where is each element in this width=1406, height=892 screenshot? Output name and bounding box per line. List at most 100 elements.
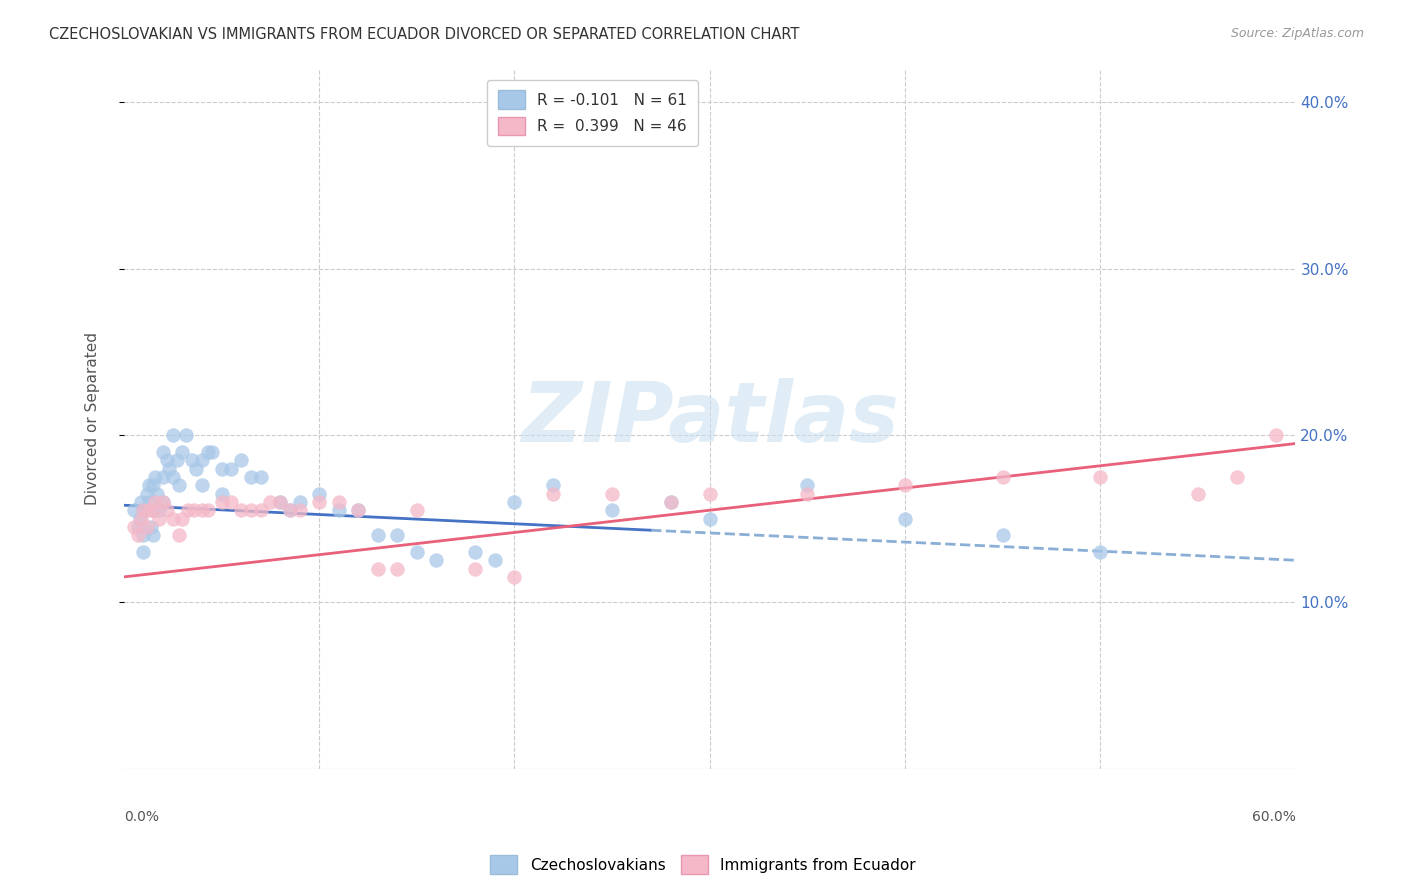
Point bbox=[600, 503, 623, 517]
Point bbox=[464, 561, 486, 575]
Point bbox=[167, 528, 190, 542]
Point bbox=[405, 545, 427, 559]
Point bbox=[162, 428, 184, 442]
Point bbox=[229, 503, 252, 517]
Point bbox=[269, 495, 291, 509]
Point bbox=[367, 561, 389, 575]
Point bbox=[143, 470, 166, 484]
Point bbox=[148, 503, 170, 517]
Point bbox=[387, 528, 409, 542]
Legend: Czechoslovakians, Immigrants from Ecuador: Czechoslovakians, Immigrants from Ecuado… bbox=[484, 849, 922, 880]
Point bbox=[894, 511, 917, 525]
Point bbox=[132, 545, 155, 559]
Text: 60.0%: 60.0% bbox=[1251, 810, 1295, 824]
Point bbox=[156, 503, 179, 517]
Point bbox=[143, 495, 166, 509]
Point bbox=[278, 503, 301, 517]
Point bbox=[138, 503, 160, 517]
Point bbox=[249, 470, 271, 484]
Point bbox=[122, 503, 145, 517]
Point bbox=[699, 486, 721, 500]
Text: Source: ZipAtlas.com: Source: ZipAtlas.com bbox=[1230, 27, 1364, 40]
Point bbox=[142, 503, 165, 517]
Point bbox=[142, 528, 165, 542]
Point bbox=[167, 478, 190, 492]
Point bbox=[152, 495, 174, 509]
Point bbox=[308, 495, 330, 509]
Point bbox=[239, 470, 262, 484]
Point bbox=[152, 495, 174, 509]
Point bbox=[1264, 428, 1286, 442]
Text: ZIPatlas: ZIPatlas bbox=[520, 378, 898, 459]
Point bbox=[132, 503, 155, 517]
Point bbox=[177, 503, 200, 517]
Point bbox=[152, 470, 174, 484]
Point bbox=[1187, 486, 1209, 500]
Point bbox=[796, 478, 818, 492]
Text: CZECHOSLOVAKIAN VS IMMIGRANTS FROM ECUADOR DIVORCED OR SEPARATED CORRELATION CHA: CZECHOSLOVAKIAN VS IMMIGRANTS FROM ECUAD… bbox=[49, 27, 800, 42]
Point bbox=[138, 495, 160, 509]
Point bbox=[367, 528, 389, 542]
Point bbox=[991, 470, 1014, 484]
Point bbox=[796, 486, 818, 500]
Point bbox=[288, 495, 311, 509]
Point bbox=[136, 520, 159, 534]
Point bbox=[211, 461, 233, 475]
Point bbox=[1090, 470, 1112, 484]
Point bbox=[991, 528, 1014, 542]
Point bbox=[328, 495, 350, 509]
Point bbox=[328, 503, 350, 517]
Point bbox=[132, 503, 155, 517]
Point bbox=[1090, 545, 1112, 559]
Point bbox=[503, 570, 526, 584]
Point bbox=[464, 545, 486, 559]
Point bbox=[181, 453, 204, 467]
Point bbox=[659, 495, 682, 509]
Point bbox=[131, 495, 153, 509]
Point bbox=[127, 520, 149, 534]
Point bbox=[131, 511, 153, 525]
Point bbox=[172, 511, 194, 525]
Point bbox=[148, 511, 170, 525]
Point bbox=[142, 478, 165, 492]
Point bbox=[347, 503, 370, 517]
Point bbox=[278, 503, 301, 517]
Point bbox=[146, 486, 169, 500]
Point bbox=[191, 478, 214, 492]
Point bbox=[138, 478, 160, 492]
Point bbox=[162, 511, 184, 525]
Point bbox=[543, 486, 565, 500]
Y-axis label: Divorced or Separated: Divorced or Separated bbox=[86, 332, 100, 505]
Point bbox=[211, 486, 233, 500]
Point bbox=[259, 495, 281, 509]
Point bbox=[229, 453, 252, 467]
Point bbox=[201, 445, 224, 459]
Point bbox=[197, 503, 219, 517]
Point bbox=[166, 453, 188, 467]
Point bbox=[142, 503, 165, 517]
Point bbox=[211, 495, 233, 509]
Point bbox=[699, 511, 721, 525]
Point bbox=[347, 503, 370, 517]
Point bbox=[141, 520, 163, 534]
Point bbox=[172, 445, 194, 459]
Point bbox=[239, 503, 262, 517]
Point bbox=[176, 428, 198, 442]
Point bbox=[162, 470, 184, 484]
Point bbox=[152, 445, 174, 459]
Point bbox=[127, 528, 149, 542]
Point bbox=[288, 503, 311, 517]
Point bbox=[221, 495, 243, 509]
Point bbox=[221, 461, 243, 475]
Point bbox=[249, 503, 271, 517]
Point bbox=[191, 503, 214, 517]
Point bbox=[136, 486, 159, 500]
Point bbox=[156, 453, 179, 467]
Point bbox=[191, 453, 214, 467]
Legend: R = -0.101   N = 61, R =  0.399   N = 46: R = -0.101 N = 61, R = 0.399 N = 46 bbox=[486, 79, 697, 146]
Point bbox=[600, 486, 623, 500]
Point bbox=[122, 520, 145, 534]
Point bbox=[659, 495, 682, 509]
Point bbox=[269, 495, 291, 509]
Point bbox=[157, 461, 180, 475]
